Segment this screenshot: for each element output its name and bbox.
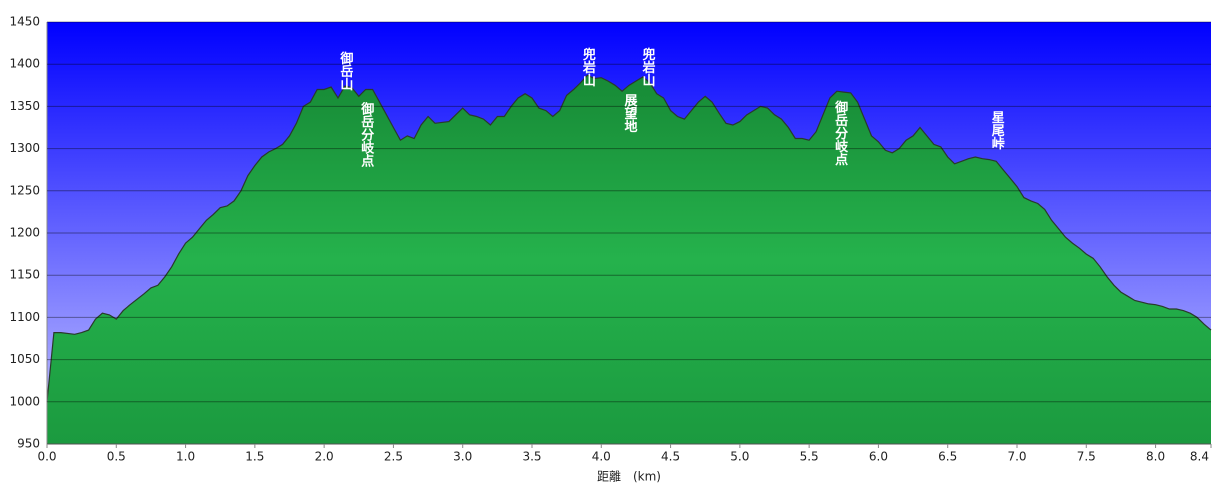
x-tick-label: 4.0 (592, 450, 611, 464)
annotation: 御岳分岐点 (832, 100, 849, 167)
annotation: 展望地 (622, 94, 638, 134)
x-tick-label: 6.5 (938, 450, 957, 464)
x-tick-label: 5.0 (730, 450, 749, 464)
x-tick-label: 5.5 (800, 450, 819, 464)
y-tick-label: 1350 (9, 99, 40, 113)
annotation: 兜岩山 (580, 47, 597, 88)
x-axis-title: 距離 (km) (597, 470, 661, 484)
y-tick-label: 1250 (9, 183, 40, 197)
y-tick-label: 1400 (9, 57, 40, 71)
x-tick-label: 4.5 (661, 450, 680, 464)
y-tick-label: 1100 (9, 310, 40, 324)
x-tick-label: 1.5 (245, 450, 264, 464)
area (47, 75, 1211, 444)
x-tick-label: 2.5 (384, 450, 403, 464)
x-tick-label: 0.0 (37, 450, 56, 464)
y-tick-label: 1050 (9, 352, 40, 366)
x-tick-label: 1.0 (176, 450, 195, 464)
profile-line (46, 74, 1212, 402)
y-tick-label: 1000 (9, 394, 40, 408)
x-tick-label: 2.0 (315, 450, 334, 464)
y-tick-label: 1300 (9, 141, 40, 155)
annotation: 星尾峠 (989, 111, 1005, 151)
x-tick-label: 7.5 (1077, 450, 1096, 464)
y-tick-label: 1200 (9, 226, 40, 240)
y-tick-label: 950 (17, 437, 40, 451)
annotation: 御岳分岐点 (358, 102, 375, 169)
x-tick-label: 0.5 (107, 450, 126, 464)
x-tick-label: 6.0 (869, 450, 888, 464)
x-tick-label: 3.5 (522, 450, 541, 464)
x-tick-label: 7.0 (1007, 450, 1026, 464)
annotation: 兜岩山 (640, 47, 657, 88)
x-tick-label: 3.0 (453, 450, 472, 464)
x-tick-label: 8.4 (1190, 450, 1209, 464)
y-tick-label: 1450 (9, 15, 40, 29)
annotation: 御岳山 (337, 51, 354, 92)
y-tick-label: 1150 (9, 268, 40, 282)
x-tick-label: 8.0 (1146, 450, 1165, 464)
